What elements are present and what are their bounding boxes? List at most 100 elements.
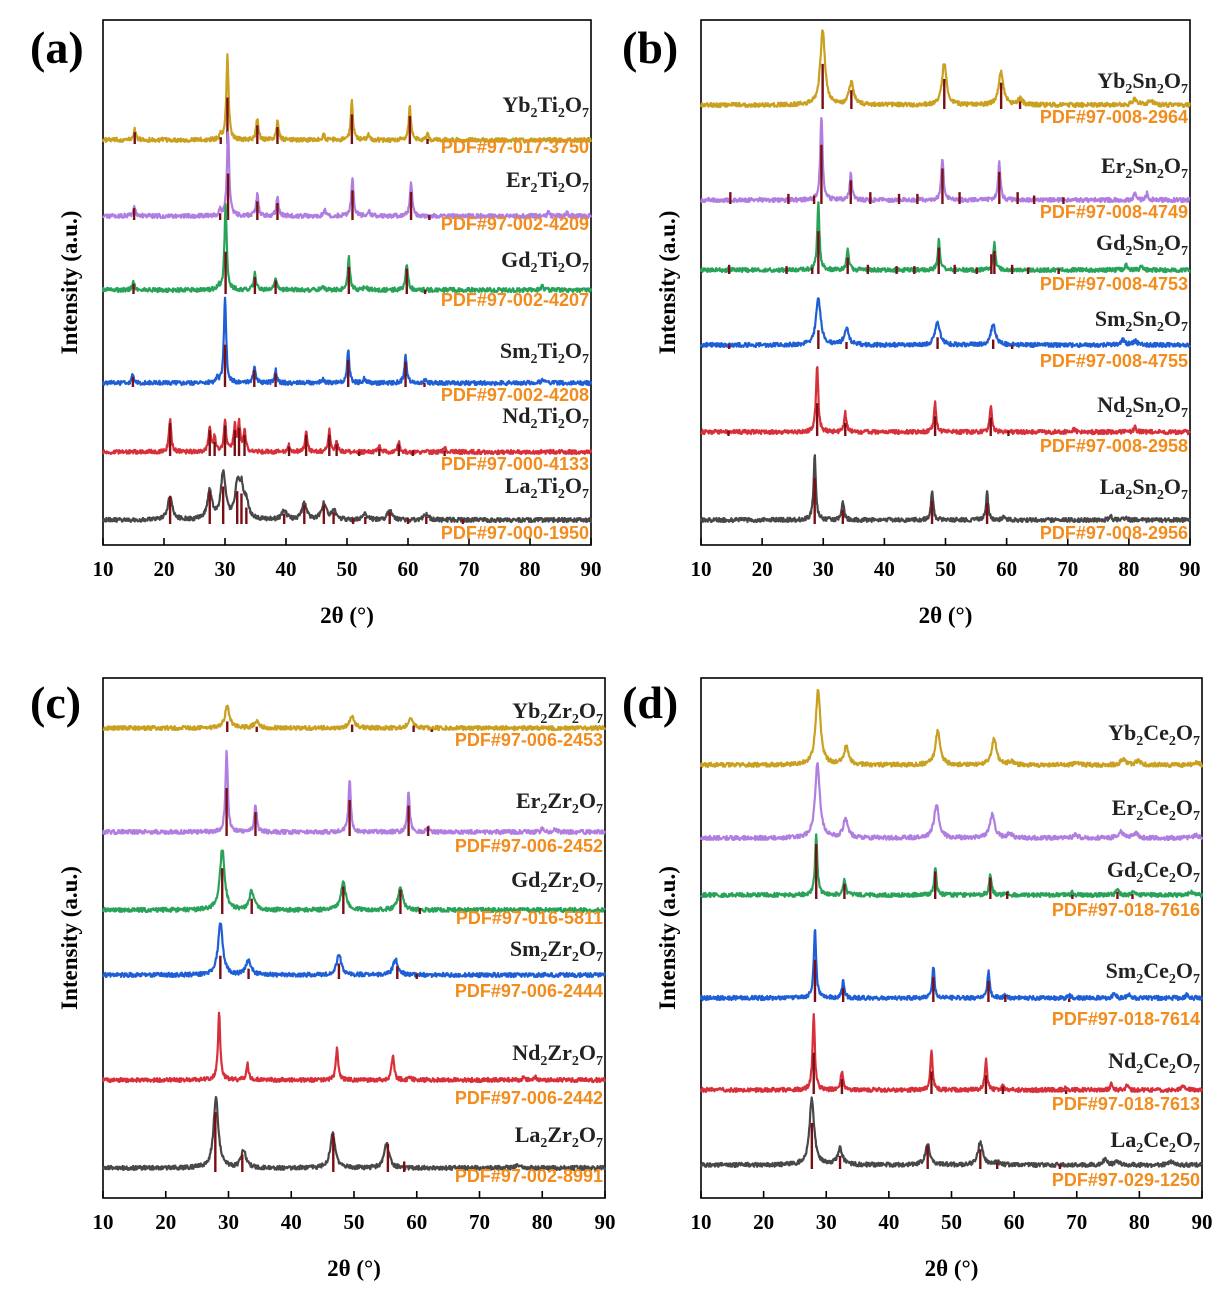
xrd-panel-1: (a) 10 20 30 40 50 60 70 80 90 2θ (°) Intensity (a.… xyxy=(30,19,602,628)
pattern-line-Sm2Ce2O7 xyxy=(699,929,1204,1002)
compound-label: La2Ti2O7 xyxy=(505,473,589,502)
pattern-line-Sm2Zr2O7 xyxy=(102,922,606,979)
pdf-reference-label: PDF#97-017-3750 xyxy=(441,137,589,157)
series-Er2Sn2O7: Er2Sn2O7 PDF#97-008-4749 xyxy=(700,117,1191,222)
series-Yb2Ce2O7: Yb2Ce2O7 xyxy=(699,689,1204,769)
compound-label: Gd2Ti2O7 xyxy=(501,247,589,276)
x-tick-label: 30 xyxy=(218,1210,239,1234)
pattern-line-Sm2Ti2O7 xyxy=(101,296,593,387)
series-La2Sn2O7: La2Sn2O7 PDF#97-008-2956 xyxy=(699,454,1192,543)
x-tick-label: 70 xyxy=(459,557,480,581)
x-tick-label: 70 xyxy=(469,1210,490,1234)
pdf-reference-label: PDF#97-008-4749 xyxy=(1040,202,1188,222)
pattern-line-La2Ce2O7 xyxy=(699,1096,1203,1169)
x-tick-label: 60 xyxy=(406,1210,427,1234)
x-axis-title: 2θ (°) xyxy=(919,603,973,628)
compound-label: La2Ce2O7 xyxy=(1111,1127,1200,1156)
compound-label: Nd2Ce2O7 xyxy=(1108,1048,1200,1077)
x-tick-label: 50 xyxy=(941,1210,962,1234)
x-tick-label: 90 xyxy=(1192,1210,1213,1234)
x-tick-label: 80 xyxy=(520,557,541,581)
panel-label: (d) xyxy=(622,677,678,728)
x-tick-label: 80 xyxy=(532,1210,553,1234)
pdf-reference-label: PDF#97-008-4753 xyxy=(1040,274,1188,294)
panel-label: (b) xyxy=(622,22,678,73)
compound-label: Nd2Zr2O7 xyxy=(512,1040,603,1069)
x-tick-label: 20 xyxy=(753,1210,774,1234)
x-tick-label: 10 xyxy=(691,1210,712,1234)
series-Nd2Ti2O7: Nd2Ti2O7 PDF#97-000-4133 xyxy=(101,403,593,474)
series-Sm2Ce2O7: Sm2Ce2O7 PDF#97-018-7614 xyxy=(699,929,1204,1029)
series-La2Ce2O7: La2Ce2O7 PDF#97-029-1250 xyxy=(699,1096,1203,1190)
x-tick-label: 40 xyxy=(874,557,895,581)
compound-label: Sm2Ce2O7 xyxy=(1106,958,1200,987)
pdf-reference-label: PDF#97-000-1950 xyxy=(441,523,589,543)
series-Yb2Ti2O7: Yb2Ti2O7 PDF#97-017-3750 xyxy=(101,53,592,157)
pattern-line-Gd2Zr2O7 xyxy=(101,849,606,914)
series-Nd2Sn2O7: Nd2Sn2O7 PDF#97-008-2958 xyxy=(700,366,1191,456)
compound-label: Sm2Zr2O7 xyxy=(510,936,603,965)
x-tick-label: 30 xyxy=(816,1210,837,1234)
pdf-reference-label: PDF#97-008-2964 xyxy=(1040,107,1188,127)
x-tick-label: 80 xyxy=(1118,557,1139,581)
pdf-reference-label: PDF#97-008-2958 xyxy=(1040,436,1188,456)
x-tick-label: 70 xyxy=(1057,557,1078,581)
compound-label: Sm2Ti2O7 xyxy=(500,338,589,367)
compound-label: Sm2Sn2O7 xyxy=(1095,306,1188,335)
x-tick-label: 30 xyxy=(215,557,236,581)
series-Gd2Ti2O7: Gd2Ti2O7 PDF#97-002-4207 xyxy=(101,203,593,310)
compound-label: Yb2Ce2O7 xyxy=(1108,720,1200,749)
y-axis-title: Intensity (a.u.) xyxy=(655,866,680,1010)
series-Gd2Sn2O7: Gd2Sn2O7 PDF#97-008-4753 xyxy=(699,201,1191,294)
pattern-line-Nd2Sn2O7 xyxy=(700,366,1191,436)
xrd-panel-2: (b) 10 20 30 40 50 60 70 80 90 2θ (°) Intensity (a.… xyxy=(622,19,1201,628)
pattern-line-Yb2Ce2O7 xyxy=(699,689,1204,769)
compound-label: Gd2Ce2O7 xyxy=(1107,857,1200,886)
x-tick-label: 60 xyxy=(996,557,1017,581)
pdf-reference-label: PDF#97-008-4755 xyxy=(1040,351,1188,371)
pattern-line-Gd2Ti2O7 xyxy=(101,203,593,294)
series-Nd2Zr2O7: Nd2Zr2O7 PDF#97-006-2442 xyxy=(101,1011,606,1108)
series-Sm2Ti2O7: Sm2Ti2O7 PDF#97-002-4208 xyxy=(101,296,593,405)
compound-label: Nd2Ti2O7 xyxy=(502,403,589,432)
y-axis-title: Intensity (a.u.) xyxy=(57,866,82,1010)
series-La2Zr2O7: La2Zr2O7 PDF#97-002-8991 xyxy=(101,1095,606,1186)
series-Nd2Ce2O7: Nd2Ce2O7 PDF#97-018-7613 xyxy=(699,1013,1204,1114)
compound-label: Er2Ce2O7 xyxy=(1112,795,1200,824)
plot-frame xyxy=(700,677,1203,1199)
x-axis-title: 2θ (°) xyxy=(320,603,374,628)
pattern-line-La2Ti2O7 xyxy=(102,469,593,524)
pdf-reference-label: PDF#97-006-2452 xyxy=(455,836,603,856)
pdf-reference-label: PDF#97-018-7616 xyxy=(1052,900,1200,920)
xrd-panel-3: (c) 10 20 30 40 50 60 70 80 90 2θ (°) Intensity (a.… xyxy=(30,677,616,1281)
x-tick-label: 90 xyxy=(1180,557,1201,581)
pattern-line-La2Zr2O7 xyxy=(101,1095,606,1172)
panel-label: (a) xyxy=(30,22,84,73)
pdf-reference-label: PDF#97-006-2442 xyxy=(455,1088,603,1108)
x-tick-label: 70 xyxy=(1066,1210,1087,1234)
pattern-line-Gd2Sn2O7 xyxy=(699,201,1191,274)
pdf-reference-label: PDF#97-002-4208 xyxy=(441,385,589,405)
compound-label: Er2Ti2O7 xyxy=(506,167,589,196)
x-tick-label: 90 xyxy=(581,557,602,581)
pattern-line-Gd2Ce2O7 xyxy=(700,833,1204,899)
x-tick-label: 10 xyxy=(93,557,114,581)
x-tick-label: 10 xyxy=(93,1210,114,1234)
pdf-reference-label: PDF#97-006-2444 xyxy=(455,981,603,1001)
pattern-line-Yb2Ti2O7 xyxy=(101,53,592,144)
y-axis-title: Intensity (a.u.) xyxy=(655,211,680,355)
pattern-line-La2Sn2O7 xyxy=(699,454,1192,524)
x-tick-label: 50 xyxy=(337,557,358,581)
pattern-line-Er2Ti2O7 xyxy=(102,131,593,220)
compound-label: Gd2Sn2O7 xyxy=(1096,230,1188,259)
pdf-reference-label: PDF#97-008-2956 xyxy=(1040,523,1188,543)
compound-label: Yb2Sn2O7 xyxy=(1097,68,1188,97)
pattern-line-Sm2Sn2O7 xyxy=(699,297,1191,349)
pdf-reference-label: PDF#97-002-4207 xyxy=(441,290,589,310)
x-tick-label: 40 xyxy=(878,1210,899,1234)
pattern-line-Er2Ce2O7 xyxy=(699,762,1204,842)
y-axis-title: Intensity (a.u.) xyxy=(57,211,82,355)
pdf-reference-label: PDF#97-006-2453 xyxy=(455,730,603,750)
x-axis-title: 2θ (°) xyxy=(327,1256,381,1281)
